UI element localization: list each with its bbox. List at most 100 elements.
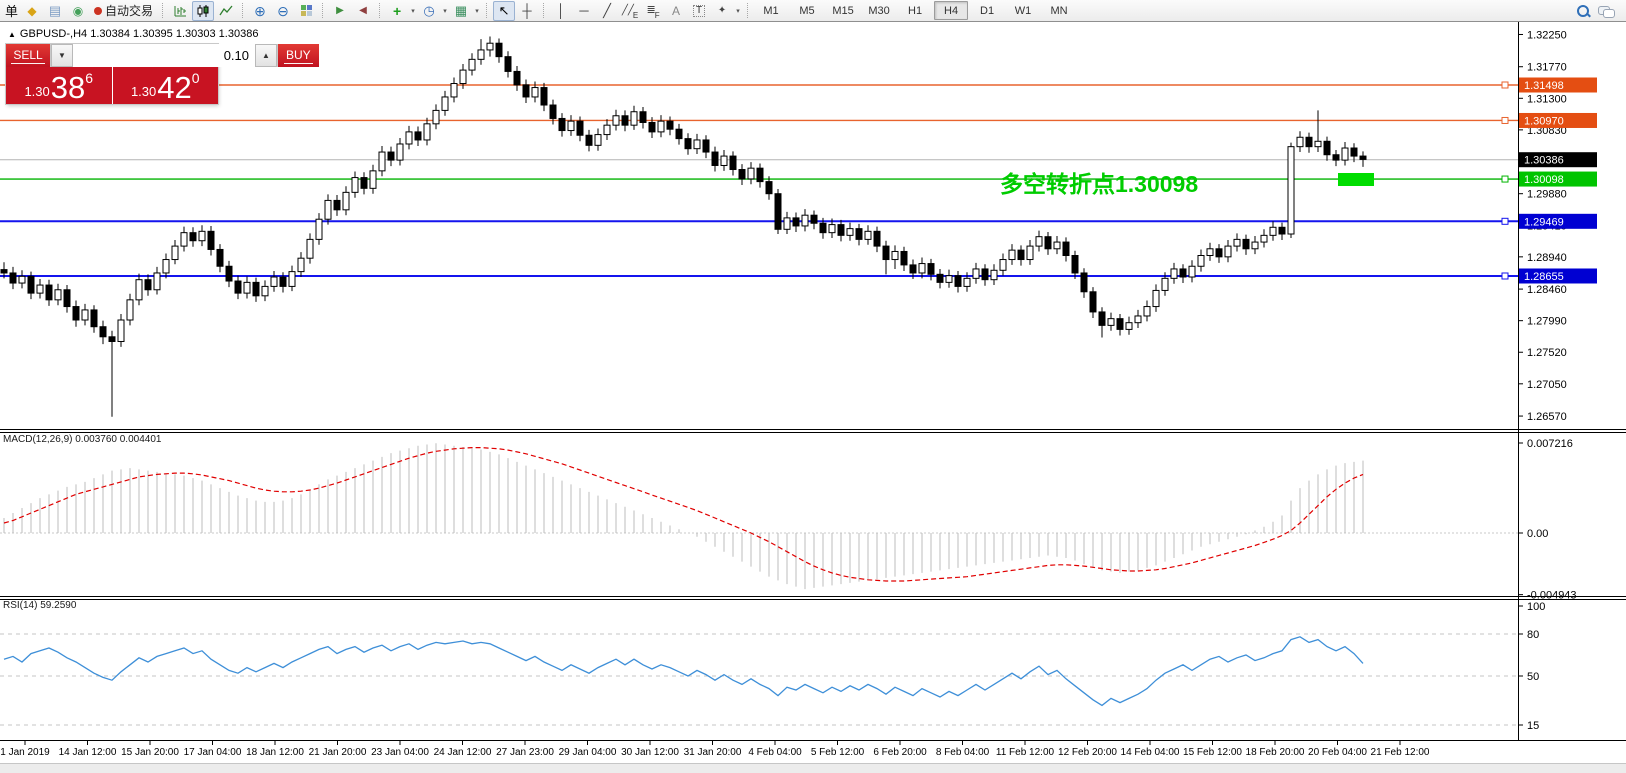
candlestick-bull <box>369 170 377 189</box>
candlestick-bear <box>1179 268 1187 278</box>
candlestick-bull <box>306 238 314 259</box>
candlestick-bear <box>810 214 818 224</box>
candlestick-bear <box>729 155 737 171</box>
crosshair-icon[interactable]: ┼ <box>522 3 532 18</box>
equidistant-channel-tool-icon[interactable]: ╱╱ E <box>621 4 639 20</box>
candlestick-bull <box>468 58 476 71</box>
timeframe-MN[interactable]: MN <box>1050 4 1068 17</box>
periods-caret-icon[interactable]: ▾ <box>443 7 447 15</box>
candlestick-bear <box>702 139 710 153</box>
chat-icon[interactable] <box>1595 1 1617 21</box>
timeframe-H4[interactable]: H4 <box>934 1 969 20</box>
candlestick-bull <box>261 285 269 297</box>
fibonacci-tool-icon[interactable]: ≣ F <box>646 4 660 20</box>
price-tick-label: 1.27990 <box>1527 316 1567 328</box>
price-badge <box>1519 268 1597 284</box>
tile-windows-icon[interactable] <box>295 1 317 21</box>
auto-trading-button[interactable]: 自动交易 <box>90 2 157 20</box>
price-axis[interactable] <box>1519 22 1626 740</box>
candlestick-bear <box>414 131 422 141</box>
price-badge <box>1519 171 1597 187</box>
auto-scroll-icon[interactable]: ▶ <box>336 4 344 16</box>
price-tick-label: 1.26570 <box>1527 411 1567 423</box>
price-tick-label: 1.28940 <box>1527 252 1567 264</box>
timeframe-D1[interactable]: D1 <box>980 4 995 17</box>
candlestick-bear <box>774 193 782 230</box>
candlestick-bull <box>1008 249 1016 261</box>
templates-button[interactable]: ▦ <box>454 3 468 18</box>
candlestick-bull <box>198 230 206 242</box>
timeframe-M30[interactable]: M30 <box>868 4 890 17</box>
buy-button[interactable]: BUY <box>278 44 319 67</box>
signals-icon[interactable]: ◉ <box>72 3 84 18</box>
highlight-zone[interactable] <box>1338 173 1374 186</box>
text-tool-icon[interactable]: A <box>672 3 681 18</box>
chart-shift-icon[interactable]: ◀ <box>359 4 367 16</box>
candlestick-bull <box>351 177 359 193</box>
price-tick-label: 1.31770 <box>1527 62 1567 74</box>
timeframe-M1[interactable]: M1 <box>763 4 779 17</box>
periods-button[interactable]: ◷ <box>423 3 435 18</box>
candlestick-bull <box>36 284 44 294</box>
sell-quote[interactable]: 1.30 38 6 <box>6 67 112 104</box>
volume-decrease-button[interactable]: ▼ <box>51 44 73 67</box>
candlestick-bear <box>1215 248 1223 258</box>
templates-caret-icon[interactable]: ▾ <box>475 7 479 15</box>
time-axis[interactable] <box>0 741 1626 761</box>
main-toolbar: 单 ◆ ▤ ◉ 自动交易 ⊕ ⊖ ▶ ◀ + ▾ ◷ ▾ ▦ ▾ <box>0 0 1626 22</box>
text-label-tool-icon[interactable]: T <box>688 1 710 21</box>
publisher-icon[interactable]: ▤ <box>48 3 62 18</box>
volume-input[interactable] <box>73 44 255 67</box>
candlestick-bear <box>1116 318 1124 330</box>
candlestick-bear <box>900 250 908 266</box>
timeframe-H1[interactable]: H1 <box>908 4 923 17</box>
timeframe-W1[interactable]: W1 <box>1014 4 1032 17</box>
candlestick-bear <box>1089 291 1097 313</box>
zoom-in-icon[interactable]: ⊕ <box>254 2 266 19</box>
candlestick-bear <box>621 115 629 126</box>
candlestick-bull <box>1233 238 1241 247</box>
candlestick-bear <box>1350 147 1358 157</box>
candlestick-bull <box>54 289 62 301</box>
timeframe-M15[interactable]: M15 <box>832 4 854 17</box>
price-tick-label: 1.27050 <box>1527 379 1567 391</box>
price-badge-label: 1.30970 <box>1524 115 1564 127</box>
cursor-icon[interactable]: ↖ <box>493 0 516 21</box>
volume-increase-button[interactable]: ▲ <box>255 44 277 67</box>
editor-icon[interactable]: ◆ <box>27 3 37 18</box>
vertical-line-tool-icon[interactable]: │ <box>556 3 566 18</box>
buy-quote[interactable]: 1.30 42 0 <box>112 67 218 104</box>
candlestick-bear <box>540 87 548 106</box>
candlestick-bull <box>441 96 449 111</box>
candlestick-bear <box>144 279 152 291</box>
candlestick-bull <box>1125 322 1133 330</box>
rsi-axis-label: 100 <box>1527 601 1545 613</box>
candlestick-bull <box>999 259 1007 271</box>
price-badge <box>1519 152 1597 168</box>
line-chart-icon[interactable] <box>215 1 237 21</box>
time-tick-label: 6 Feb 20:00 <box>873 747 927 758</box>
candlestick-chart-icon[interactable] <box>192 0 215 21</box>
arrows-tool-icon[interactable]: ✦ <box>717 4 727 16</box>
candlestick-bear <box>1323 140 1331 156</box>
annotation-text[interactable]: 多空转折点1.30098 <box>1000 171 1198 197</box>
new-order-button[interactable]: 单 <box>5 4 19 19</box>
price-badge-label: 1.30098 <box>1524 174 1564 186</box>
candlestick-bear <box>207 230 215 250</box>
sell-button[interactable]: SELL <box>6 44 50 67</box>
price-badge-label: 1.28655 <box>1524 271 1564 283</box>
add-indicator-caret-icon[interactable]: ▾ <box>411 7 415 15</box>
horizontal-line-tool-icon[interactable]: ─ <box>579 3 589 18</box>
trendline-tool-icon[interactable]: ╱ <box>603 3 611 18</box>
search-icon[interactable] <box>1572 1 1594 21</box>
zoom-out-icon[interactable]: ⊖ <box>277 2 289 19</box>
candlestick-bull <box>1287 146 1295 235</box>
candlestick-bull <box>783 217 791 230</box>
arrows-caret-icon[interactable]: ▾ <box>736 7 740 15</box>
candlestick-bull <box>1134 315 1142 324</box>
add-indicator-button[interactable]: + <box>392 2 402 19</box>
timeframe-M5[interactable]: M5 <box>799 4 815 17</box>
candlestick-bull <box>990 269 998 281</box>
candlestick-bear <box>666 120 674 130</box>
bar-chart-icon[interactable] <box>169 1 191 21</box>
